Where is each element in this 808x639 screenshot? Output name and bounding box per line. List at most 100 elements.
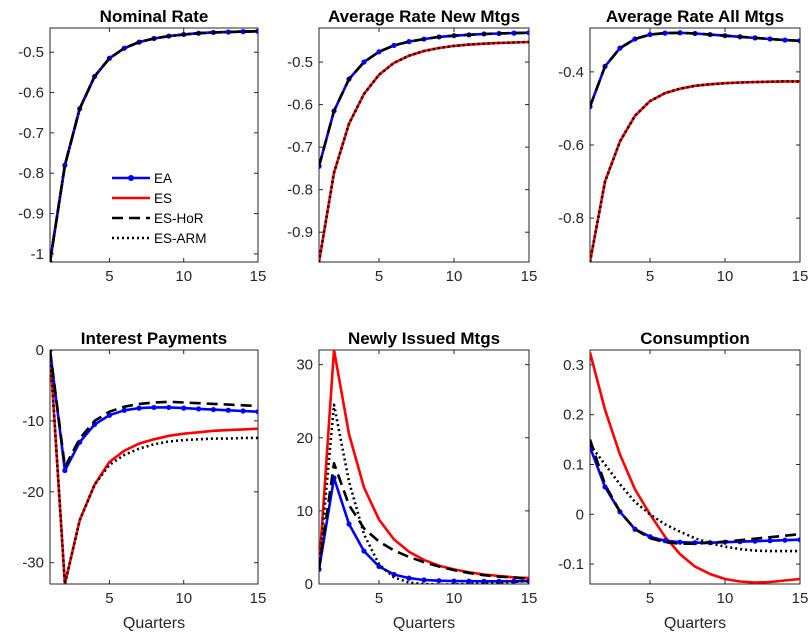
- data-point-ea: [466, 578, 472, 584]
- y-tick-label: 20: [296, 430, 313, 447]
- data-point-ea: [361, 59, 367, 65]
- data-point-ea: [166, 404, 172, 411]
- panel-title: Average Rate All Mtgs: [606, 7, 784, 26]
- y-tick-label: -10: [22, 413, 44, 430]
- data-point-ea: [361, 548, 367, 554]
- plot-area: [50, 350, 258, 584]
- y-tick-label: 0: [36, 342, 44, 359]
- series-line-es-hor: [50, 350, 258, 469]
- series-line-es-hor: [50, 29, 258, 262]
- data-point-ea: [62, 467, 68, 474]
- series-line-es: [50, 29, 258, 262]
- x-tick-label: 15: [792, 590, 808, 607]
- data-point-ea: [436, 578, 442, 584]
- legend-marker: [128, 175, 134, 181]
- y-tick-label: -0.9: [287, 224, 313, 241]
- data-point-ea: [421, 577, 427, 583]
- x-axis-label: Quarters: [664, 615, 726, 632]
- series-line-es-arm: [319, 40, 529, 262]
- series-line-es-arm: [590, 80, 800, 262]
- y-tick-label: 0: [576, 506, 584, 523]
- data-point-ea: [136, 405, 142, 411]
- plot-area: [319, 350, 529, 584]
- y-tick-label: -0.5: [18, 44, 44, 61]
- panel-title: Interest Payments: [81, 329, 227, 348]
- panel-1: 5 10 15 -1 -0.9 -0.8 -0.7 -0.6 -0.5 Nominal Rate: [18, 7, 266, 285]
- panel-5: 5 10 15 0 10 20 30 Newly Issued Mtgs Quarters: [296, 329, 537, 632]
- legend-label: EA: [154, 171, 172, 186]
- panel-title: Nominal Rate: [100, 7, 209, 26]
- data-point-ea: [195, 406, 202, 412]
- x-tick-label: 10: [446, 268, 463, 285]
- x-axis-label: Quarters: [123, 615, 185, 632]
- x-tick-label: 10: [175, 268, 192, 285]
- panel-title: Newly Issued Mtgs: [348, 329, 500, 348]
- panel-title: Average Rate New Mtgs: [328, 7, 520, 26]
- series-line-es-arm: [50, 350, 258, 584]
- plot-area: [590, 352, 800, 584]
- series-line-ea: [319, 476, 529, 583]
- y-tick-label: 10: [296, 503, 313, 520]
- y-tick-label: -0.1: [558, 556, 584, 573]
- series-line-ea: [319, 31, 529, 167]
- legend: EA ES ES-HoR ES-ARM: [112, 171, 207, 246]
- data-point-ea: [526, 30, 529, 36]
- axes-box: [318, 349, 530, 585]
- data-point-ea: [376, 563, 382, 570]
- series-line-es: [590, 352, 800, 584]
- y-tick-label: -30: [22, 555, 44, 572]
- y-tick-label: -0.6: [18, 85, 44, 102]
- plot-area: [50, 28, 258, 262]
- data-point-ea: [797, 537, 800, 543]
- series-line-es: [590, 80, 800, 262]
- series-line-es: [319, 350, 529, 580]
- y-tick-label: -0.4: [558, 64, 584, 81]
- data-point-ea: [782, 537, 788, 543]
- x-tick-label: 5: [646, 268, 654, 285]
- axes-box: [589, 349, 801, 585]
- x-tick-label: 15: [250, 590, 267, 607]
- x-tick-label: 5: [105, 268, 113, 285]
- x-tick-label: 10: [717, 590, 734, 607]
- series-line-es-hor: [319, 31, 529, 167]
- data-point-ea: [255, 409, 258, 415]
- series-line-es: [50, 350, 258, 584]
- y-tick-label: -0.8: [18, 165, 44, 182]
- data-point-ea: [391, 42, 397, 49]
- y-tick-label: -1: [31, 246, 44, 263]
- y-tick-label: -0.8: [287, 182, 313, 199]
- y-tick-label: 0.2: [563, 407, 584, 424]
- series-line-ea: [590, 31, 800, 108]
- series-line-es: [319, 40, 529, 262]
- data-point-ea: [662, 538, 668, 544]
- series-line-es-arm: [50, 29, 258, 262]
- x-tick-label: 15: [250, 268, 267, 285]
- axes-box: [49, 27, 259, 263]
- series-line-es-arm: [319, 403, 529, 584]
- series-line-ea: [590, 446, 800, 545]
- y-tick-label: -0.9: [18, 206, 44, 223]
- panel-4: 5 10 15 -30 -20 -10 0 Interest Payments Quarters: [22, 329, 266, 632]
- y-tick-label: -20: [22, 484, 44, 501]
- legend-label: ES: [154, 191, 172, 206]
- data-point-ea: [181, 405, 187, 411]
- data-point-ea: [767, 538, 773, 544]
- axes-box: [318, 27, 530, 263]
- panel-title: Consumption: [640, 329, 750, 348]
- data-point-ea: [240, 408, 246, 414]
- x-tick-label: 15: [521, 268, 538, 285]
- data-point-ea: [662, 30, 668, 36]
- y-tick-label: 0.1: [563, 457, 584, 474]
- panel-6: 5 10 15 -0.1 0 0.1 0.2 0.3 Consumption Quarters: [558, 329, 808, 632]
- data-point-ea: [782, 37, 788, 43]
- data-point-ea: [121, 407, 127, 413]
- y-tick-label: -0.8: [558, 210, 584, 227]
- y-tick-label: 30: [296, 357, 313, 374]
- x-tick-label: 5: [375, 268, 383, 285]
- data-point-ea: [376, 49, 382, 55]
- series-line-es-hor: [590, 31, 800, 108]
- y-tick-label: -0.7: [18, 125, 44, 142]
- x-tick-label: 15: [792, 268, 808, 285]
- y-tick-label: 0.3: [563, 357, 584, 374]
